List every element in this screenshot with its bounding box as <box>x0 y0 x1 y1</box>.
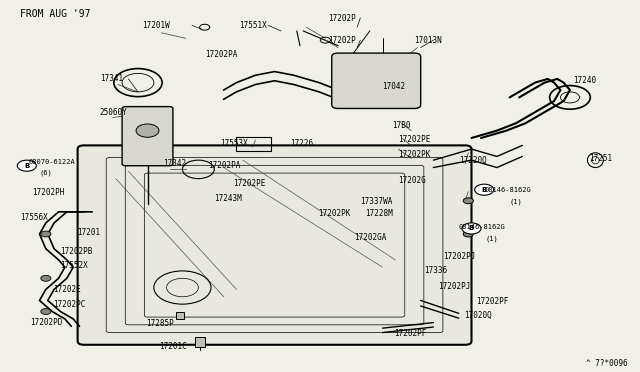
Text: 17201W: 17201W <box>143 21 170 30</box>
Text: 17202PE: 17202PE <box>399 135 431 144</box>
Text: (1): (1) <box>486 235 498 242</box>
Text: 17202G: 17202G <box>399 176 426 185</box>
Text: B: B <box>469 225 474 231</box>
Bar <box>195 337 205 347</box>
Circle shape <box>41 275 51 281</box>
Text: 17202PK: 17202PK <box>399 150 431 159</box>
Text: 17201C: 17201C <box>159 342 187 351</box>
Text: 17202PH: 17202PH <box>32 188 64 197</box>
Text: 25060Y: 25060Y <box>100 108 127 117</box>
Text: 17202PJ: 17202PJ <box>438 282 471 291</box>
Text: 17556X: 17556X <box>20 213 48 222</box>
Text: 17202P: 17202P <box>328 36 356 45</box>
Text: FROM AUG '97: FROM AUG '97 <box>20 9 91 19</box>
Text: 17202P: 17202P <box>328 13 356 22</box>
Text: 17202GA: 17202GA <box>354 233 387 242</box>
Text: 17042: 17042 <box>383 82 406 91</box>
Text: (1): (1) <box>509 198 522 205</box>
Circle shape <box>41 309 51 314</box>
Text: 17202PB: 17202PB <box>60 247 92 256</box>
Text: 17552X: 17552X <box>60 261 88 270</box>
Text: 17020Q: 17020Q <box>464 311 492 320</box>
Circle shape <box>475 184 493 195</box>
Text: 17202PA: 17202PA <box>208 161 240 170</box>
Text: 17243M: 17243M <box>214 195 242 203</box>
Text: 17202PE: 17202PE <box>233 179 266 187</box>
Text: B: B <box>481 187 487 193</box>
Circle shape <box>463 231 474 237</box>
Text: 17342: 17342 <box>163 158 186 168</box>
Text: 17202PC: 17202PC <box>54 300 86 310</box>
FancyBboxPatch shape <box>332 53 420 109</box>
Text: 17202PD: 17202PD <box>30 318 62 327</box>
Text: 17285P: 17285P <box>146 319 174 328</box>
Circle shape <box>17 160 36 171</box>
Text: ^ 7?*0096: ^ 7?*0096 <box>586 359 627 368</box>
Text: 17202PA: 17202PA <box>205 51 237 60</box>
Text: 08146-8162G: 08146-8162G <box>484 187 531 193</box>
FancyBboxPatch shape <box>77 145 472 345</box>
Text: 17202E: 17202E <box>54 285 81 294</box>
Text: 08146-8162G: 08146-8162G <box>459 224 506 230</box>
Text: 17251: 17251 <box>589 154 612 163</box>
Text: 17202PK: 17202PK <box>317 209 350 218</box>
Text: 17341: 17341 <box>100 74 123 83</box>
Circle shape <box>462 223 481 234</box>
Text: 17553X: 17553X <box>221 139 248 148</box>
Text: 17551X: 17551X <box>239 21 268 30</box>
Text: 08070-6122A: 08070-6122A <box>28 159 75 165</box>
Text: 17337WA: 17337WA <box>360 197 393 206</box>
Text: 17228M: 17228M <box>365 209 392 218</box>
Circle shape <box>41 231 51 237</box>
Text: 17202PJ: 17202PJ <box>443 252 476 262</box>
Bar <box>236 137 271 151</box>
Text: B: B <box>24 163 29 169</box>
FancyBboxPatch shape <box>122 107 173 166</box>
Text: 17336: 17336 <box>424 266 447 275</box>
Text: 17240: 17240 <box>573 76 596 85</box>
Text: (6): (6) <box>40 170 52 176</box>
Text: 17B0: 17B0 <box>392 121 411 129</box>
Text: 17013N: 17013N <box>414 36 442 45</box>
Text: 17201: 17201 <box>77 228 100 237</box>
Circle shape <box>136 124 159 137</box>
Bar <box>176 311 184 319</box>
Text: 17220Q: 17220Q <box>459 156 486 166</box>
Text: 17202PF: 17202PF <box>477 297 509 306</box>
Text: 17226: 17226 <box>291 139 314 148</box>
Circle shape <box>463 198 474 204</box>
Text: 17202PF: 17202PF <box>394 329 426 338</box>
